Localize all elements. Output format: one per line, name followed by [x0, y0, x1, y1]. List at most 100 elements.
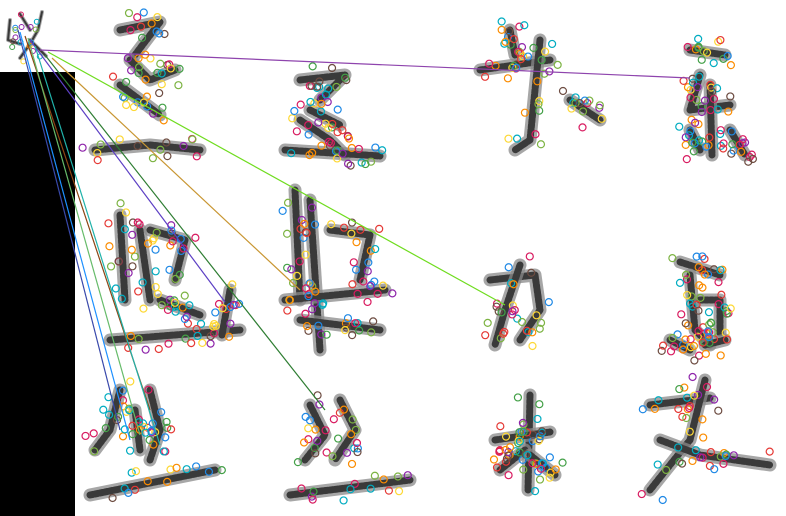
- keypoint: [710, 465, 719, 474]
- keypoint: [9, 43, 16, 50]
- keypoint: [489, 455, 499, 464]
- keypoint: [229, 300, 238, 310]
- keypoint: [480, 72, 490, 81]
- keypoint: [707, 87, 717, 96]
- keypoint: [697, 107, 706, 117]
- keypoint: [141, 428, 150, 437]
- keypoint: [304, 292, 313, 301]
- ink-stroke: [146, 226, 189, 284]
- keypoint: [27, 24, 34, 31]
- keypoint: [704, 308, 714, 317]
- keypoint: [301, 284, 311, 293]
- keypoint: [304, 130, 313, 139]
- glyph-11: [488, 388, 562, 497]
- keypoint: [501, 37, 510, 46]
- keypoint: [224, 332, 234, 341]
- keypoint: [359, 277, 368, 286]
- keypoint: [485, 59, 494, 68]
- ink-stroke: [86, 466, 219, 499]
- keypoint: [287, 149, 296, 158]
- keypoint: [295, 257, 304, 266]
- ink-stroke: [131, 406, 144, 454]
- keypoint: [545, 473, 554, 482]
- keypoint: [117, 294, 126, 303]
- keypoint: [306, 97, 315, 107]
- keypoint: [105, 242, 114, 251]
- keypoint: [28, 39, 35, 46]
- keypoint: [322, 448, 331, 457]
- keypoint: [127, 245, 136, 254]
- keypoint: [10, 38, 17, 45]
- keypoint: [726, 92, 735, 101]
- keypoint: [384, 486, 394, 495]
- keypoint: [553, 60, 562, 69]
- keypoint: [668, 254, 677, 263]
- ink-stroke: [296, 316, 384, 334]
- keypoint: [165, 60, 174, 69]
- keypoint: [135, 220, 144, 229]
- keypoint: [309, 487, 318, 496]
- keypoint: [127, 468, 136, 477]
- keypoint: [701, 349, 710, 358]
- keypoint: [350, 479, 359, 488]
- keypoint: [682, 413, 691, 423]
- keypoint: [695, 72, 704, 81]
- keypoint: [180, 291, 189, 300]
- keypoint: [677, 310, 686, 319]
- keypoint: [704, 333, 714, 342]
- keypoint: [726, 61, 736, 70]
- keypoint: [131, 467, 141, 476]
- keypoint: [529, 43, 538, 53]
- keypoint: [310, 220, 320, 229]
- keypoint: [675, 384, 684, 394]
- keypoint: [305, 416, 315, 425]
- keypoint: [379, 475, 388, 484]
- keypoint: [338, 126, 347, 135]
- keypoint: [500, 39, 509, 48]
- keypoint: [689, 341, 699, 351]
- keypoint: [700, 254, 709, 264]
- keypoint: [134, 418, 144, 427]
- keypoint: [353, 289, 362, 298]
- keypoint: [726, 304, 735, 313]
- keypoint: [536, 464, 546, 473]
- keypoint: [528, 459, 537, 468]
- glyph-strokes: [6, 10, 777, 502]
- keypoint: [702, 382, 712, 392]
- keypoint: [315, 77, 324, 86]
- keypoint: [288, 114, 297, 123]
- keypoint: [290, 106, 299, 116]
- keypoint: [522, 326, 531, 335]
- keypoint: [703, 327, 713, 336]
- keypoint: [342, 448, 352, 457]
- keypoint: [737, 147, 746, 156]
- keypoint: [134, 63, 144, 72]
- match-line: [51, 57, 301, 291]
- keypoint: [515, 22, 524, 31]
- keypoint: [515, 428, 524, 437]
- keypoint: [209, 322, 218, 331]
- keypoint: [367, 328, 376, 337]
- keypoint: [211, 308, 220, 317]
- keypoint: [694, 306, 703, 315]
- keypoint: [307, 203, 317, 212]
- keypoint: [120, 225, 129, 234]
- ink-stroke: [696, 296, 724, 339]
- keypoint: [678, 412, 687, 421]
- keypoint: [677, 459, 687, 468]
- keypoint: [167, 226, 176, 235]
- keypoint: [106, 262, 116, 271]
- keypoint: [674, 443, 683, 452]
- keypoint: [192, 152, 201, 161]
- keypoint: [583, 98, 592, 108]
- keypoint: [179, 141, 188, 151]
- keypoint: [308, 148, 317, 157]
- keypoint: [684, 321, 693, 330]
- keypoint: [352, 438, 362, 448]
- keypoint: [166, 241, 175, 250]
- keypoint: [716, 35, 725, 45]
- keypoint: [347, 459, 357, 469]
- glyph-3: [473, 23, 607, 157]
- keypoint: [157, 69, 166, 78]
- keypoint: [124, 8, 134, 18]
